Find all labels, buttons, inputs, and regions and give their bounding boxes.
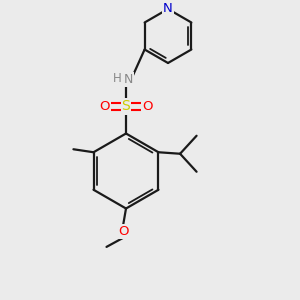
Text: O: O [142,100,153,113]
Text: H: H [112,71,122,85]
Text: N: N [163,2,173,16]
Text: O: O [118,225,128,239]
Text: N: N [123,73,133,86]
Text: S: S [122,100,130,113]
Text: O: O [99,100,110,113]
